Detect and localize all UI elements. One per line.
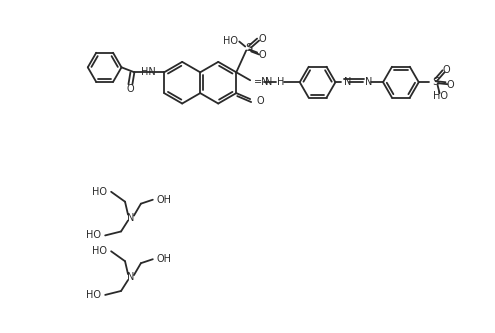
Text: N: N <box>127 212 135 222</box>
Text: O: O <box>127 84 134 94</box>
Text: HO: HO <box>433 91 448 101</box>
Text: O: O <box>256 96 264 106</box>
Text: =N: =N <box>254 77 270 87</box>
Text: O: O <box>258 50 266 60</box>
Text: HO: HO <box>92 187 107 197</box>
Text: O: O <box>258 34 266 44</box>
Text: OH: OH <box>157 254 172 264</box>
Text: HO: HO <box>86 290 101 300</box>
Text: S: S <box>246 44 253 54</box>
Text: HO: HO <box>223 36 238 46</box>
Text: OH: OH <box>157 195 172 205</box>
Text: HO: HO <box>86 230 101 240</box>
Text: N: N <box>345 77 352 87</box>
Text: O: O <box>443 65 450 75</box>
Text: S: S <box>433 77 440 87</box>
Text: N: N <box>265 77 272 87</box>
Text: HN: HN <box>142 67 156 77</box>
Text: O: O <box>446 80 454 90</box>
Text: H: H <box>277 77 284 87</box>
Text: HO: HO <box>92 246 107 256</box>
Text: N: N <box>127 272 135 282</box>
Text: N: N <box>365 77 373 87</box>
